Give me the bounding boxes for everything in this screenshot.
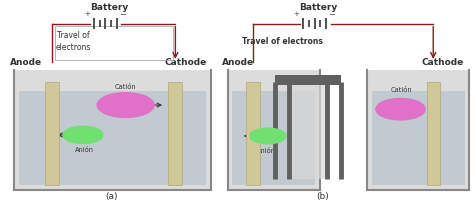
Bar [372, 91, 465, 185]
Text: Battery: Battery [300, 3, 337, 12]
Bar [246, 82, 260, 185]
Bar [232, 91, 315, 185]
Text: Anode: Anode [10, 58, 43, 67]
Circle shape [250, 128, 286, 144]
Text: Anión: Anión [257, 148, 276, 154]
Bar [168, 82, 182, 185]
Bar [19, 91, 206, 185]
Text: Anión: Anión [75, 147, 94, 153]
Text: +: + [293, 11, 299, 18]
Bar [55, 26, 173, 60]
Circle shape [376, 98, 425, 120]
Bar [14, 70, 211, 190]
Circle shape [63, 126, 103, 144]
Bar [228, 70, 320, 190]
Bar [289, 82, 327, 179]
Text: Cathode: Cathode [422, 58, 464, 67]
Text: (b): (b) [316, 192, 328, 201]
Text: −: − [328, 10, 335, 19]
Text: Catión: Catión [115, 83, 137, 90]
Text: Catión: Catión [391, 87, 412, 93]
Circle shape [97, 93, 154, 117]
Text: Travel of
electrons: Travel of electrons [56, 31, 91, 52]
Bar [275, 75, 341, 85]
Text: Travel of electrons: Travel of electrons [242, 37, 323, 46]
Text: +: + [84, 11, 90, 18]
Bar [427, 82, 440, 185]
Text: (a): (a) [105, 192, 118, 201]
Text: −: − [119, 10, 126, 19]
Text: Anode: Anode [222, 58, 254, 67]
Bar [45, 82, 59, 185]
Text: Cathode: Cathode [165, 58, 207, 67]
Text: Battery: Battery [90, 3, 128, 12]
Bar [367, 70, 469, 190]
